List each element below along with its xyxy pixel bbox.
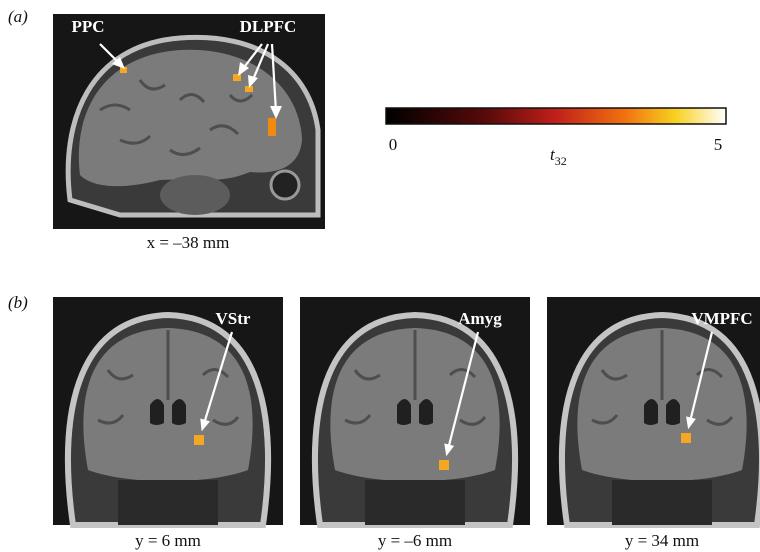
coronal-scan: VMPFC (547, 297, 760, 525)
activation (681, 433, 691, 443)
region-label: Amyg (458, 309, 502, 328)
slice-caption: y = 34 mm (625, 531, 699, 550)
panel-letter: (b) (8, 293, 28, 312)
region-label: DLPFC (240, 17, 297, 36)
skull-base (118, 480, 218, 525)
activation (439, 460, 449, 470)
slice-caption: x = –38 mm (147, 233, 230, 252)
slice-caption: y = 6 mm (135, 531, 201, 550)
colorbar-max: 5 (714, 135, 723, 154)
orbit (271, 171, 299, 199)
region-label: PPC (71, 17, 104, 36)
colorbar (386, 108, 726, 124)
slice-caption: y = –6 mm (378, 531, 452, 550)
activation (194, 435, 204, 445)
region-label: VMPFC (691, 309, 752, 328)
colorbar-label: t32 (550, 145, 567, 168)
coronal-scan: VStr (53, 297, 283, 525)
skull-base (365, 480, 465, 525)
stat-subscript: 32 (555, 154, 567, 168)
coronal-scans: VStr y = 6 mm Amyg y = –6 mm VMPFC y = 34 mm (53, 297, 760, 550)
figure: (a) PPC DLPFC x = –38 mm 0 5 t32 (b) VSt… (0, 0, 760, 552)
skull-base (612, 480, 712, 525)
sagittal-scan: PPC DLPFC (53, 14, 325, 229)
region-label: VStr (216, 309, 251, 328)
coronal-scan: Amyg (300, 297, 530, 525)
colorbar-min: 0 (389, 135, 398, 154)
cerebellum (160, 175, 230, 215)
panel-letter: (a) (8, 7, 28, 26)
